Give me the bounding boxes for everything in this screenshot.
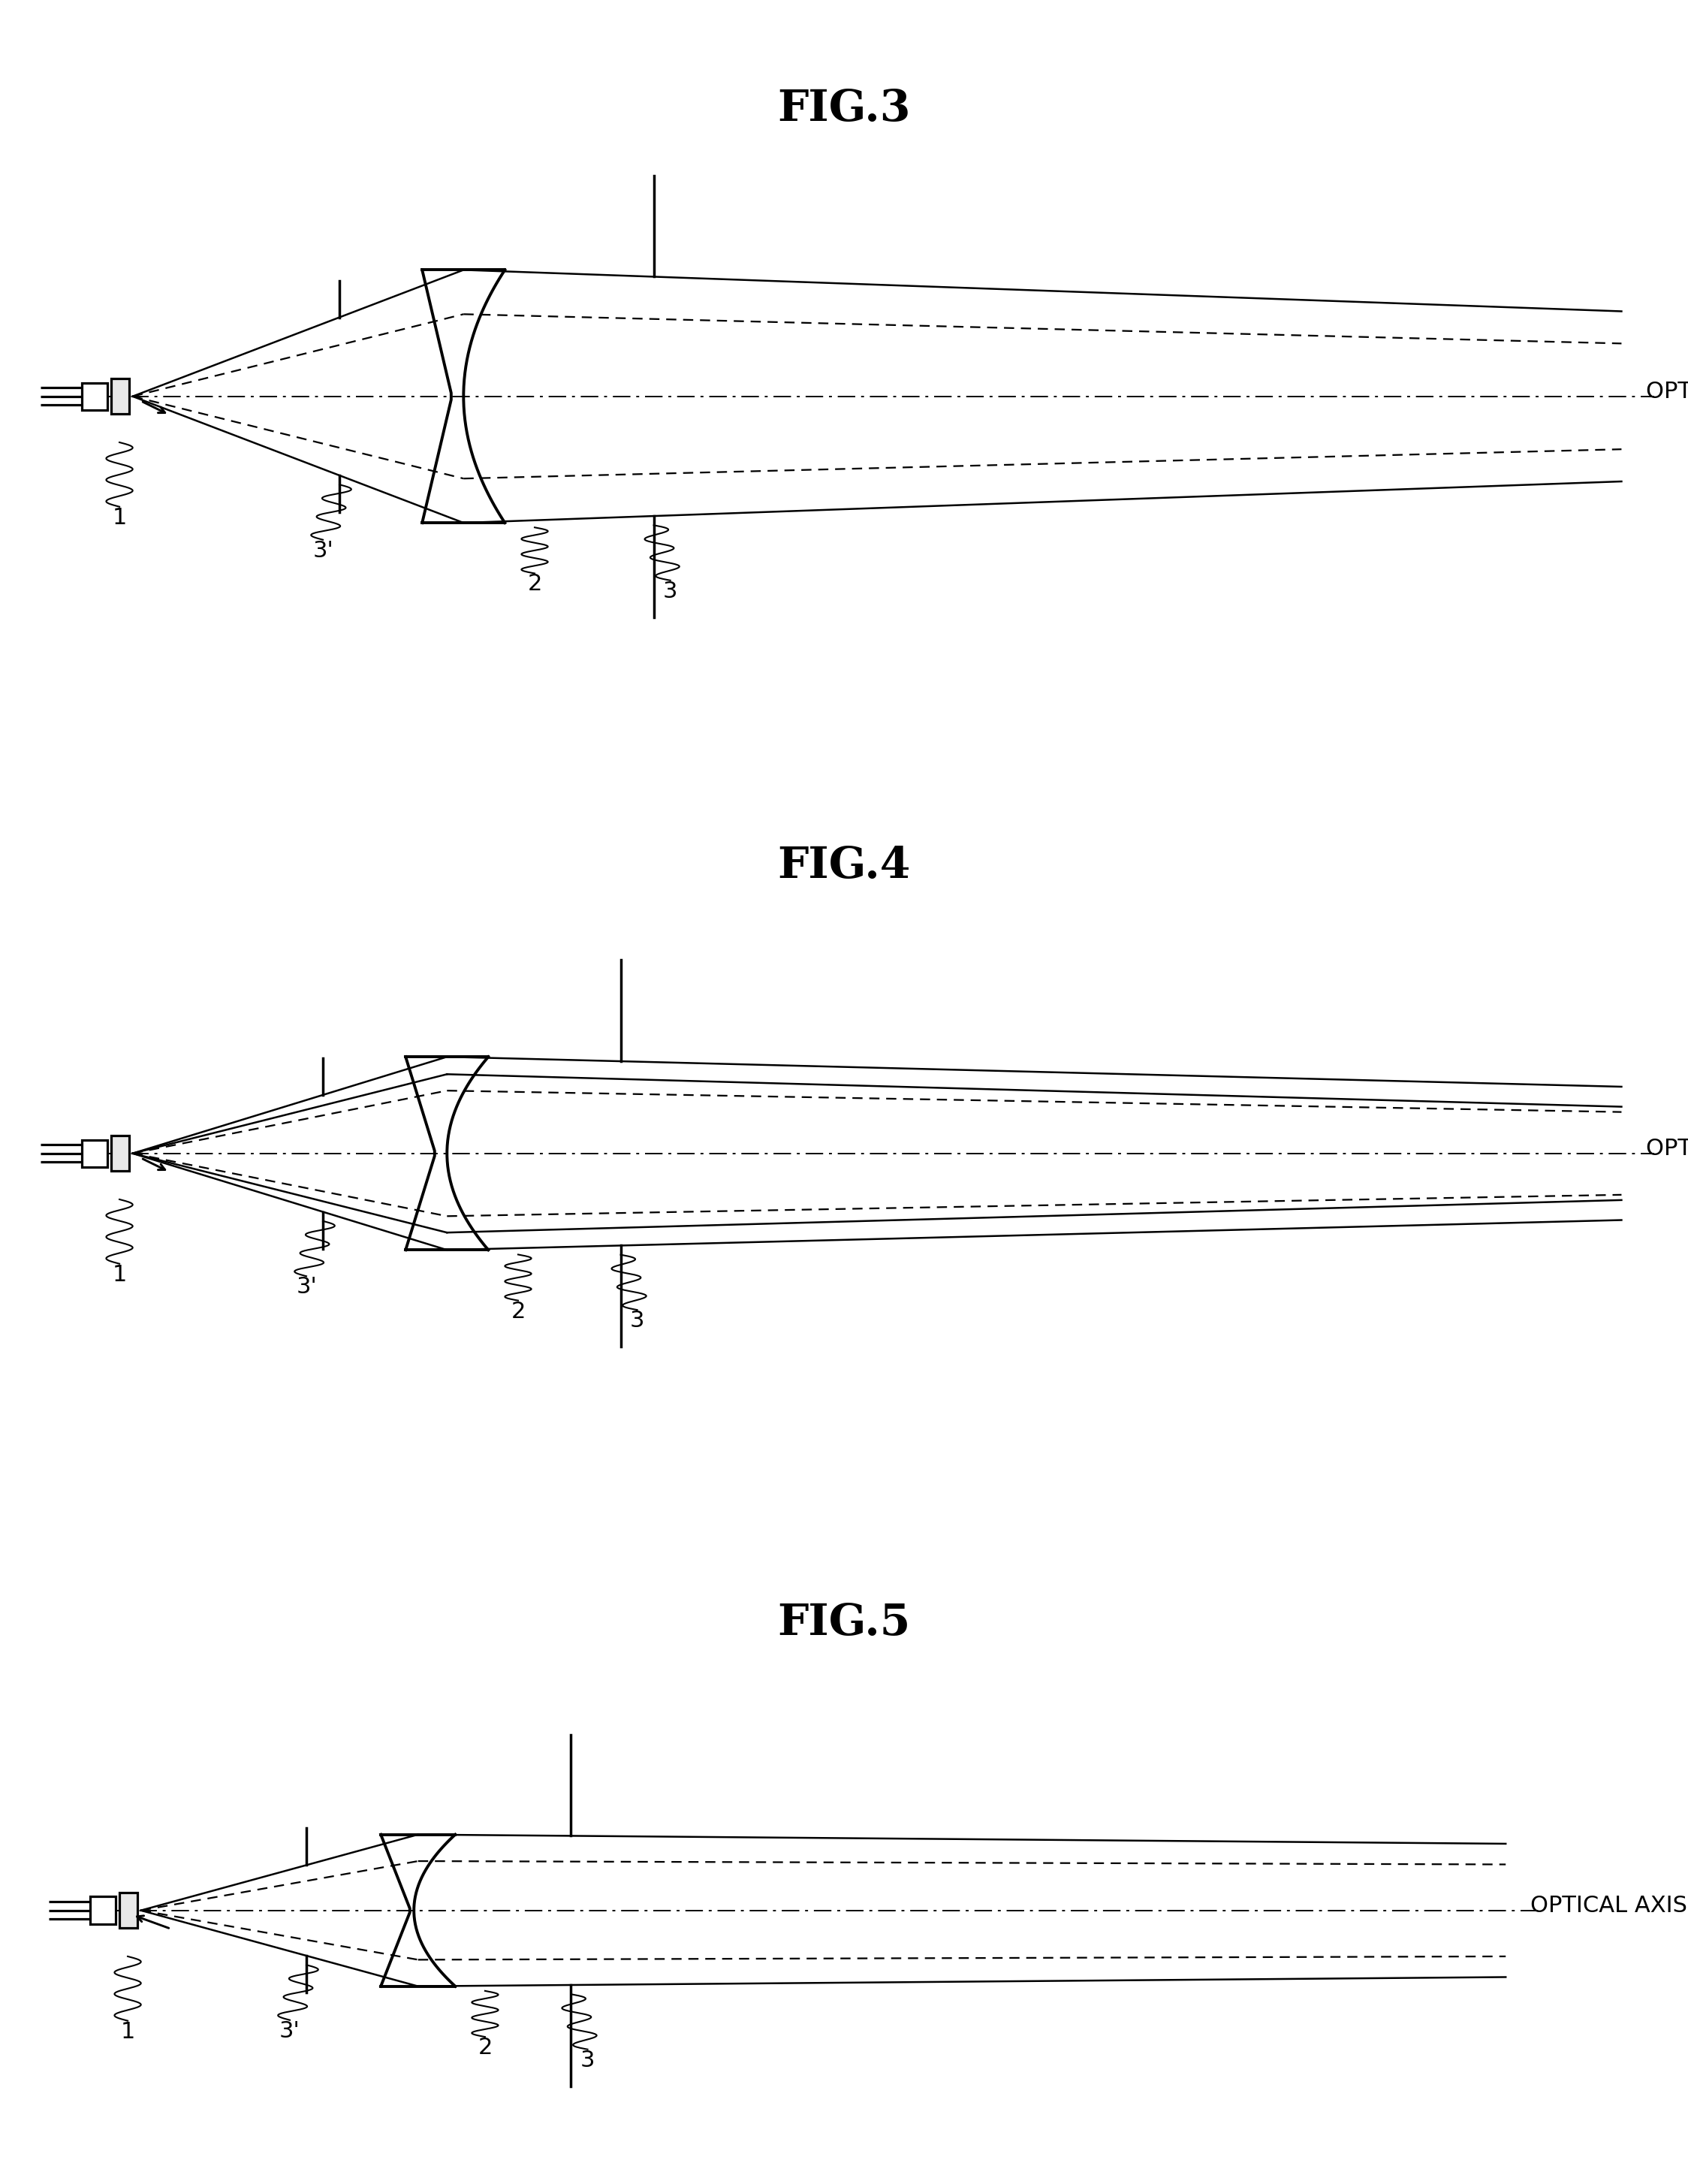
- Text: FIG.3: FIG.3: [778, 87, 910, 131]
- Text: FIG.5: FIG.5: [778, 1603, 910, 1645]
- Text: FIG.4: FIG.4: [778, 845, 910, 887]
